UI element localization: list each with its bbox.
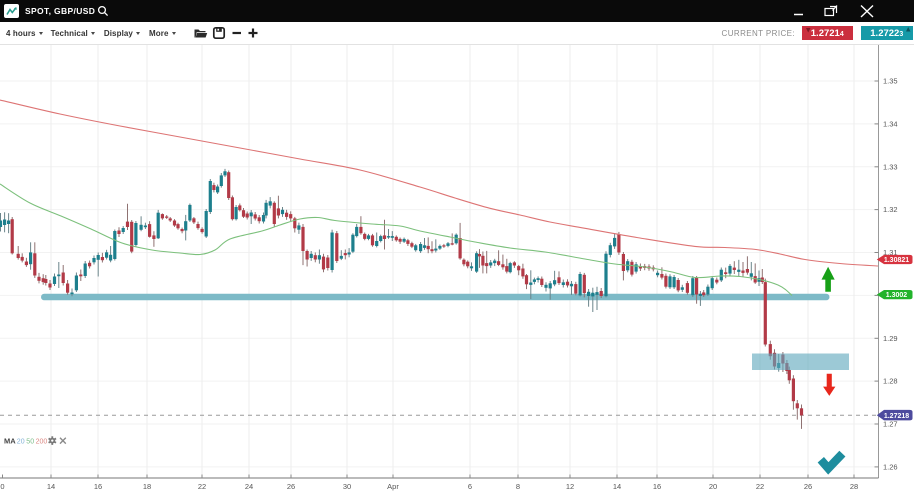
svg-text:0: 0: [0, 482, 4, 491]
svg-text:1.35: 1.35: [883, 77, 898, 86]
svg-text:1.26: 1.26: [883, 462, 898, 471]
svg-text:26: 26: [287, 482, 295, 491]
svg-text:1.27: 1.27: [883, 420, 898, 429]
svg-text:12: 12: [566, 482, 574, 491]
svg-text:200: 200: [36, 439, 48, 446]
svg-text:16: 16: [653, 482, 661, 491]
svg-text:14: 14: [613, 482, 621, 491]
svg-text:1.29: 1.29: [883, 334, 898, 343]
svg-text:1.32: 1.32: [883, 205, 898, 214]
svg-text:30: 30: [343, 482, 351, 491]
svg-text:24: 24: [245, 482, 253, 491]
svg-text:1.28: 1.28: [883, 377, 898, 386]
svg-text:26: 26: [804, 482, 812, 491]
svg-text:16: 16: [94, 482, 102, 491]
svg-text:20: 20: [17, 439, 25, 446]
svg-text:1.27218: 1.27218: [884, 413, 909, 420]
svg-text:1.33: 1.33: [883, 162, 898, 171]
svg-text:20: 20: [709, 482, 717, 491]
svg-text:14: 14: [47, 482, 55, 491]
svg-text:28: 28: [850, 482, 858, 491]
svg-text:8: 8: [516, 482, 520, 491]
svg-text:MA: MA: [4, 437, 16, 446]
svg-text:1.3002: 1.3002: [886, 292, 908, 299]
svg-text:1.31: 1.31: [883, 248, 898, 257]
svg-text:Apr: Apr: [387, 482, 399, 491]
svg-text:1.30821: 1.30821: [884, 257, 909, 264]
svg-text:22: 22: [756, 482, 764, 491]
svg-text:6: 6: [468, 482, 472, 491]
svg-text:50: 50: [26, 439, 34, 446]
svg-text:1.34: 1.34: [883, 119, 898, 128]
svg-text:18: 18: [143, 482, 151, 491]
svg-text:22: 22: [198, 482, 206, 491]
